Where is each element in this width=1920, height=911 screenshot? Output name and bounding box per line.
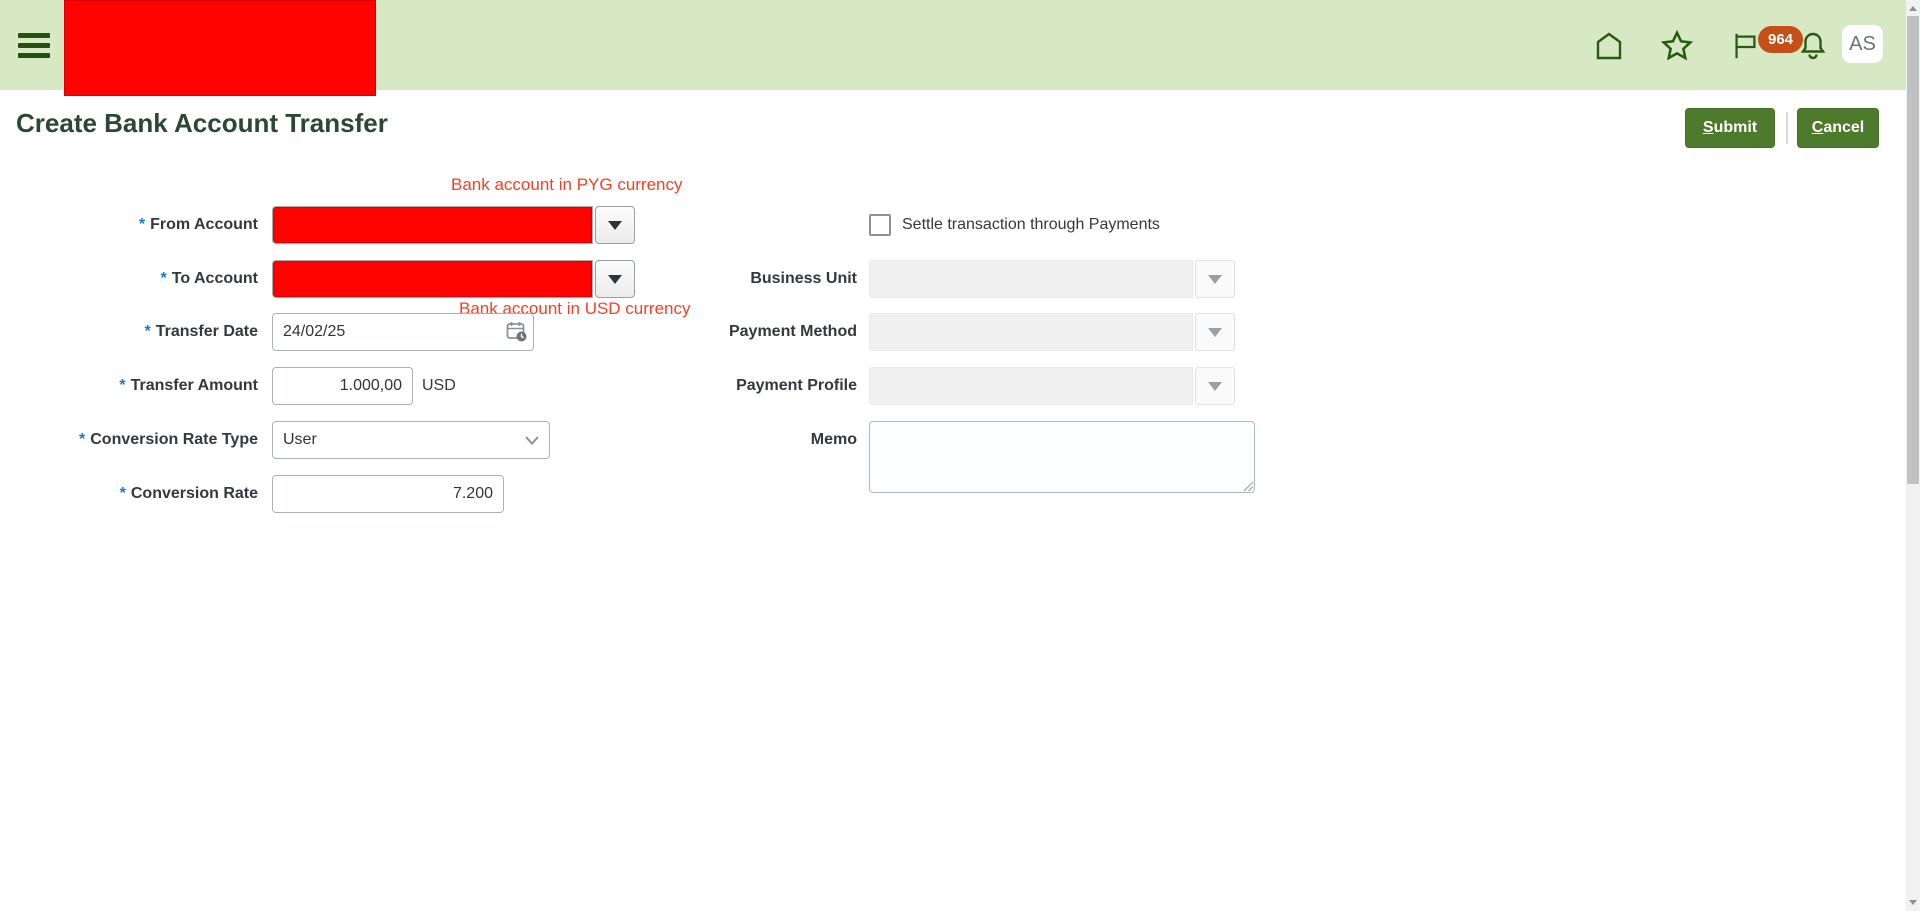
business-unit-input-disabled bbox=[869, 260, 1193, 298]
submit-button[interactable]: Submit bbox=[1685, 108, 1775, 148]
vertical-scrollbar[interactable] bbox=[1906, 0, 1920, 911]
to-account-label: * To Account bbox=[160, 270, 258, 287]
dropdown-triangle-icon bbox=[1208, 381, 1222, 391]
navigation-menu-icon[interactable] bbox=[18, 33, 50, 59]
conversion-rate-type-value: User bbox=[283, 431, 317, 448]
dropdown-triangle-icon bbox=[1208, 327, 1222, 337]
business-unit-dropdown-button-disabled bbox=[1195, 260, 1235, 298]
required-marker: * bbox=[79, 431, 86, 448]
required-marker: * bbox=[160, 270, 167, 287]
required-marker: * bbox=[119, 377, 126, 394]
conversion-rate-type-select[interactable]: User bbox=[272, 421, 550, 459]
payment-profile-dropdown-button-disabled bbox=[1195, 367, 1235, 405]
settle-through-payments-checkbox[interactable] bbox=[869, 214, 891, 236]
chevron-down-icon bbox=[525, 436, 539, 445]
memo-textarea[interactable] bbox=[869, 421, 1255, 493]
required-marker: * bbox=[119, 485, 126, 502]
button-divider bbox=[1786, 112, 1788, 144]
transfer-date-input[interactable] bbox=[272, 313, 534, 351]
company-logo-redacted bbox=[64, 0, 376, 96]
conversion-rate-input[interactable] bbox=[272, 475, 504, 513]
home-icon[interactable] bbox=[1592, 29, 1626, 63]
from-account-label: * From Account bbox=[138, 216, 258, 233]
dropdown-triangle-icon bbox=[608, 220, 622, 230]
notifications-bell-icon[interactable] bbox=[1796, 29, 1830, 63]
scrollbar-thumb[interactable] bbox=[1907, 16, 1919, 484]
from-account-dropdown-button[interactable] bbox=[595, 206, 635, 244]
settle-through-payments-label: Settle transaction through Payments bbox=[902, 216, 1160, 233]
flag-watchlist-icon[interactable] bbox=[1728, 29, 1762, 63]
to-account-dropdown-button[interactable] bbox=[595, 260, 635, 298]
transfer-date-label: * Transfer Date bbox=[144, 323, 259, 340]
transfer-amount-label: * Transfer Amount bbox=[119, 377, 258, 394]
page-title: Create Bank Account Transfer bbox=[16, 108, 388, 138]
user-avatar[interactable]: AS bbox=[1842, 25, 1883, 63]
conversion-rate-label: * Conversion Rate bbox=[119, 485, 258, 502]
required-marker: * bbox=[138, 216, 146, 233]
cancel-button[interactable]: Cancel bbox=[1797, 108, 1879, 148]
to-account-input-redacted[interactable] bbox=[272, 260, 593, 298]
transfer-amount-input[interactable] bbox=[272, 367, 413, 405]
dropdown-triangle-icon bbox=[608, 274, 622, 284]
annotation-pyg-currency: Bank account in PYG currency bbox=[451, 175, 683, 194]
required-marker: * bbox=[144, 323, 151, 340]
payment-method-label: Payment Method bbox=[728, 323, 857, 340]
date-picker-calendar-icon[interactable] bbox=[505, 320, 529, 344]
memo-label: Memo bbox=[810, 431, 857, 448]
conversion-rate-type-label: * Conversion Rate Type bbox=[79, 431, 258, 448]
scrollbar-up-arrow-icon[interactable] bbox=[1909, 6, 1917, 11]
scrollbar-down-arrow-icon[interactable] bbox=[1909, 900, 1917, 905]
payment-method-dropdown-button-disabled bbox=[1195, 313, 1235, 351]
currency-code-label: USD bbox=[422, 377, 456, 394]
payment-method-input-disabled bbox=[869, 313, 1193, 351]
payment-profile-input-disabled bbox=[869, 367, 1193, 405]
payment-profile-label: Payment Profile bbox=[736, 377, 857, 394]
dropdown-triangle-icon bbox=[1208, 274, 1222, 284]
notification-count-badge[interactable]: 964 bbox=[1758, 26, 1803, 53]
from-account-input-redacted[interactable] bbox=[272, 206, 593, 244]
favorites-star-icon[interactable] bbox=[1660, 29, 1694, 63]
business-unit-label: Business Unit bbox=[750, 270, 857, 287]
